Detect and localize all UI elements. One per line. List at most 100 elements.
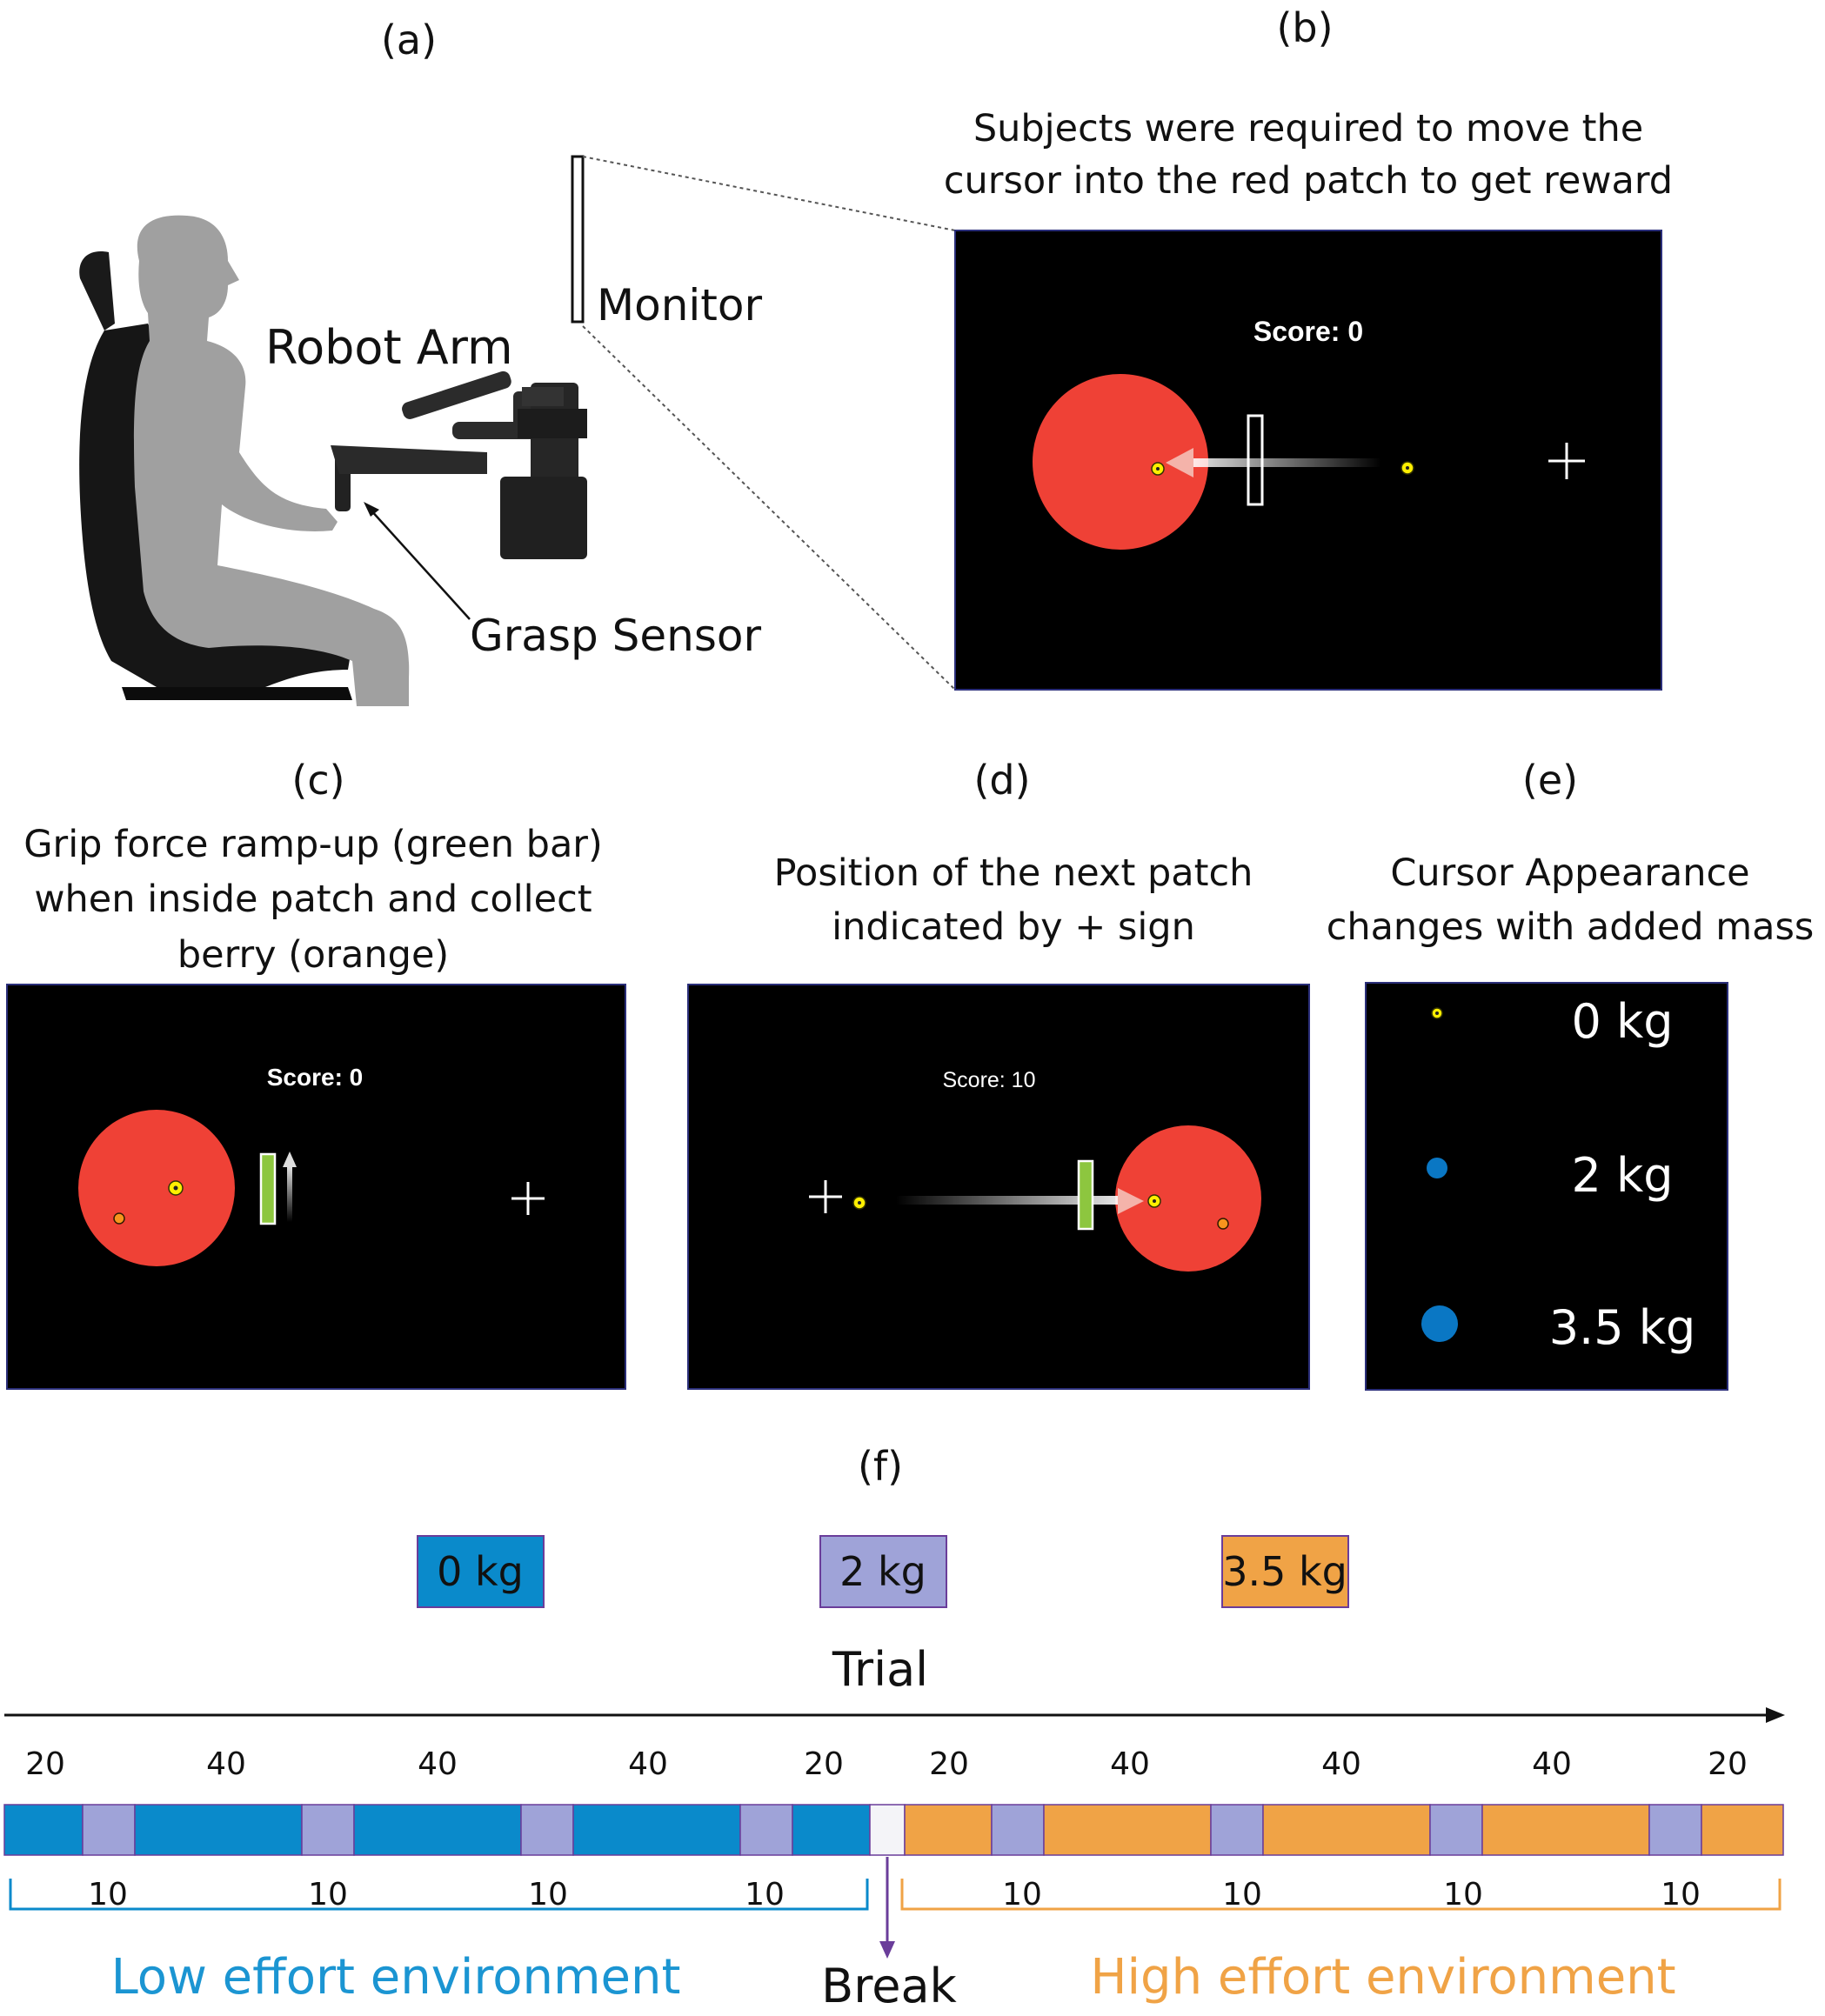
berry-c	[113, 1212, 125, 1225]
count-label: 10	[88, 1877, 128, 1913]
panel-a-label: (a)	[381, 17, 437, 63]
panel-b-label: (b)	[1276, 4, 1333, 51]
block-2kg	[991, 1804, 1045, 1856]
panel-c-caption-line3: berry (orange)	[177, 933, 449, 977]
legend-0kg-label: 0 kg	[437, 1548, 524, 1595]
block-2kg	[1648, 1804, 1702, 1856]
count-label: 20	[1708, 1746, 1748, 1782]
red-patch-d	[1115, 1125, 1261, 1272]
red-patch-b	[1033, 374, 1208, 550]
high-top-counts: 20 40 40 40 20	[929, 1746, 1748, 1782]
trail-arrowhead-d	[1118, 1188, 1144, 1214]
berry-d	[1217, 1218, 1229, 1230]
trail-arrowhead-b	[1166, 448, 1193, 477]
block-2kg	[1429, 1804, 1483, 1856]
cursor-b-start-dot	[1406, 466, 1409, 470]
count-label: 10	[1222, 1877, 1262, 1913]
score-b: Score: 0	[1253, 316, 1363, 347]
break-arrowhead	[879, 1941, 895, 1959]
panel-a: (a) Monitor Robot Arm Grasp	[79, 17, 956, 706]
block-2kg	[1210, 1804, 1264, 1856]
legend-2kg-label: 2 kg	[839, 1548, 926, 1595]
panel-d-label: (d)	[973, 757, 1030, 804]
robot-arm-label: Robot Arm	[265, 320, 513, 375]
mass-3-5kg-label: 3.5 kg	[1549, 1300, 1696, 1355]
subject-illustration	[133, 215, 410, 706]
grip-bar-green-d	[1077, 1159, 1094, 1231]
plus-sign-b	[1548, 443, 1585, 479]
panel-b: (b) Subjects were required to move the c…	[944, 4, 1673, 691]
grasp-sensor-label: Grasp Sensor	[470, 611, 761, 661]
cursor-trail-b	[1190, 458, 1381, 467]
panel-f-label: (f)	[858, 1443, 903, 1490]
block-0kg	[134, 1804, 303, 1856]
count-label: 10	[1661, 1877, 1701, 1913]
panel-e-caption-line1: Cursor Appearance	[1390, 851, 1749, 895]
block-2kg	[82, 1804, 136, 1856]
block-0kg	[353, 1804, 522, 1856]
monitor-icon	[571, 155, 585, 324]
score-c: Score: 0	[267, 1064, 364, 1091]
panel-d: (d) Position of the next patch indicated…	[687, 757, 1310, 1390]
red-patch-c	[78, 1110, 235, 1266]
count-label: 10	[1443, 1877, 1483, 1913]
panel-b-caption-line2: cursor into the red patch to get reward	[944, 159, 1673, 203]
block-0kg	[3, 1804, 84, 1856]
low-effort-sequence	[3, 1804, 871, 1856]
robot-arm-illustration	[331, 370, 587, 559]
low-effort-label: Low effort environment	[111, 1949, 681, 2006]
count-label: 10	[745, 1877, 785, 1913]
block-2kg	[739, 1804, 793, 1856]
panel-d-caption-line2: indicated by + sign	[832, 905, 1195, 949]
plus-sign-c	[511, 1182, 545, 1215]
panel-b-caption-line1: Subjects were required to move the	[973, 107, 1643, 150]
low-effort-bracket	[9, 1879, 869, 1911]
high-effort-label: High effort environment	[1090, 1949, 1675, 2006]
block-2kg	[301, 1804, 355, 1856]
score-d: Score: 10	[942, 1068, 1035, 1092]
panel-c-caption-line1: Grip force ramp-up (green bar)	[23, 823, 603, 866]
grip-bar-green-c	[259, 1152, 277, 1225]
monitor-label: Monitor	[597, 280, 763, 330]
count-label: 10	[308, 1877, 348, 1913]
cursor-trail-d	[896, 1196, 1118, 1205]
count-label: 40	[1532, 1746, 1572, 1782]
panel-e: (e) Cursor Appearance changes with added…	[1327, 757, 1814, 1391]
break-block	[869, 1804, 906, 1856]
cursor-c-dot	[173, 1185, 178, 1191]
grasp-sensor-pointer	[369, 508, 471, 620]
cursor-3-5kg-icon	[1421, 1305, 1458, 1342]
block-2kg	[520, 1804, 574, 1856]
low-bottom-counts: 10 10 10 10	[88, 1877, 785, 1913]
count-label: 40	[1110, 1746, 1150, 1782]
cursor-d-start-dot	[858, 1201, 861, 1205]
panel-d-caption-line1: Position of the next patch	[774, 851, 1253, 895]
grip-ramp-arrowhead-c	[283, 1152, 297, 1167]
grasp-sensor-arrowhead	[364, 502, 379, 517]
count-label: 20	[929, 1746, 969, 1782]
panel-c: (c) Grip force ramp-up (green bar) when …	[6, 757, 626, 1390]
mass-2kg-label: 2 kg	[1571, 1148, 1673, 1203]
trial-axis-arrowhead	[1766, 1707, 1785, 1723]
cursor-0kg-icon-dot	[1435, 1011, 1439, 1015]
monitor-projection-bottom	[582, 325, 956, 691]
cursor-2kg-icon	[1427, 1158, 1447, 1178]
count-label: 40	[1321, 1746, 1361, 1782]
high-bottom-counts: 10 10 10 10	[1002, 1877, 1701, 1913]
block-0kg	[792, 1804, 871, 1856]
cursor-b-current-dot	[1156, 467, 1160, 471]
block-3-5kg	[1043, 1804, 1212, 1856]
block-3-5kg	[1262, 1804, 1431, 1856]
legend-3-5kg-label: 3.5 kg	[1222, 1548, 1347, 1595]
legend-2kg-swatch	[819, 1535, 947, 1608]
legend-3-5kg-swatch	[1221, 1535, 1349, 1608]
panel-f: (f) 0 kg 2 kg 3.5 kg Trial 20 40 40 40 2…	[3, 1443, 1785, 2013]
trial-axis-label: Trial	[832, 1642, 928, 1697]
count-label: 40	[418, 1746, 458, 1782]
block-3-5kg	[1701, 1804, 1784, 1856]
panel-e-label: (e)	[1522, 757, 1578, 804]
block-3-5kg	[904, 1804, 993, 1856]
high-effort-bracket	[900, 1879, 1782, 1911]
grip-bar-empty-b	[1247, 414, 1264, 506]
